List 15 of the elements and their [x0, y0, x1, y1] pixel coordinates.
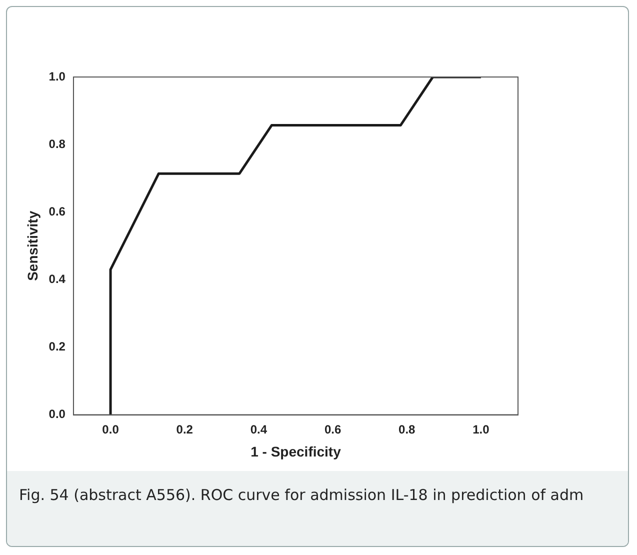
- y-tick-label: 0.2: [48, 340, 66, 354]
- x-tick-label: 1.0: [472, 422, 490, 436]
- x-axis-title: 1 - Specificity: [250, 443, 342, 460]
- y-tick-label: 1.0: [48, 69, 66, 84]
- y-tick-label: 0.6: [48, 204, 66, 218]
- y-tick-label: 0.0: [48, 407, 66, 422]
- x-tick-label: 0.2: [176, 422, 194, 436]
- x-tick-label: 0.4: [250, 422, 268, 436]
- caption: Fig. 54 (abstract A556). ROC curve for admission IL-18 in prediction of adm: [19, 485, 585, 506]
- x-tick-label: 0.6: [324, 422, 342, 436]
- y-tick-label: 0.4: [48, 272, 66, 286]
- x-tick-label: 0.8: [398, 422, 416, 436]
- x-tick-label: 0.0: [102, 422, 120, 436]
- y-axis-title: Sensitivity: [24, 210, 40, 281]
- y-tick-label: 0.8: [48, 136, 66, 151]
